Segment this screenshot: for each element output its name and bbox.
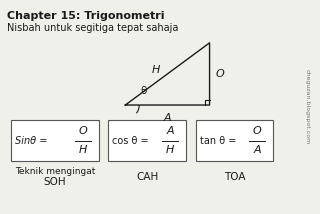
- Text: H: H: [166, 146, 174, 155]
- Text: O: O: [253, 126, 261, 136]
- Text: SOH: SOH: [44, 177, 66, 187]
- Text: tan θ =: tan θ =: [200, 135, 236, 146]
- Text: cos θ =: cos θ =: [112, 135, 149, 146]
- Text: CAH: CAH: [136, 172, 158, 182]
- Text: Chapter 15: Trigonometri: Chapter 15: Trigonometri: [7, 11, 165, 21]
- Text: cheguzan.blogspot.com: cheguzan.blogspot.com: [304, 69, 309, 145]
- Text: Sinθ =: Sinθ =: [15, 135, 48, 146]
- Text: A: A: [253, 146, 261, 155]
- Bar: [11, 120, 99, 161]
- Text: A: A: [166, 126, 174, 136]
- Text: Nisbah untuk segitiga tepat sahaja: Nisbah untuk segitiga tepat sahaja: [7, 23, 179, 33]
- Text: θ: θ: [140, 86, 146, 96]
- Text: O: O: [78, 126, 87, 136]
- Text: A: A: [164, 113, 171, 123]
- Bar: [108, 120, 186, 161]
- Text: Teknik mengingat: Teknik mengingat: [15, 167, 95, 176]
- Bar: [196, 120, 273, 161]
- Text: H: H: [78, 146, 87, 155]
- Text: O: O: [215, 69, 224, 79]
- Text: H: H: [151, 65, 160, 75]
- Text: TOA: TOA: [224, 172, 245, 182]
